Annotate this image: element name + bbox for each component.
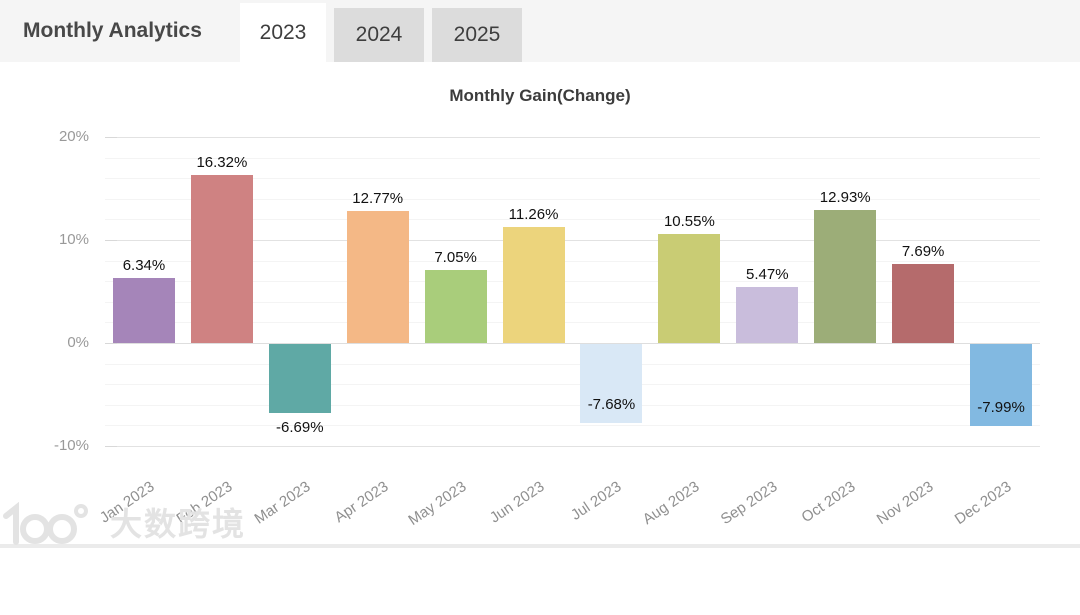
tab-2025[interactable]: 2025: [432, 8, 522, 62]
bar-jul-2023: [580, 344, 643, 424]
bar-aug-2023: [658, 234, 721, 343]
minor-gridline: [105, 301, 1040, 303]
minor-gridline: [105, 363, 1040, 365]
bar-value-label: 5.47%: [746, 265, 789, 283]
bar-value-label: 7.05%: [434, 249, 477, 267]
bar-jun-2023: [502, 227, 565, 343]
analytics-widget: Monthly Analytics 2023 2024 2025 Monthly G…: [0, 0, 1080, 548]
bar-jan-2023: [112, 277, 175, 343]
bar-oct-2023: [814, 209, 877, 343]
bar-mar-2023: [268, 344, 331, 413]
bar-sep-2023: [736, 286, 799, 343]
bar-value-label: 11.26%: [508, 206, 559, 224]
bar-value-label: 10.55%: [663, 213, 715, 231]
minor-gridline: [105, 425, 1040, 427]
y-axis-tick: [105, 137, 117, 138]
minor-gridline: [105, 198, 1040, 200]
minor-gridline: [105, 322, 1040, 324]
y-axis-tick: [105, 343, 117, 344]
bar-value-label: 6.34%: [122, 256, 166, 274]
y-axis-label: 10%: [58, 231, 89, 248]
tab-2024[interactable]: 2024: [334, 8, 424, 62]
year-tabs: 2023 2024 2025: [240, 0, 522, 62]
bar-apr-2023: [346, 211, 409, 343]
minor-gridline: [105, 157, 1040, 159]
y-axis-tick: [105, 446, 117, 447]
bar-value-label: -7.68%: [587, 396, 636, 414]
bar-value-label: -7.99%: [977, 399, 1025, 417]
bar-may-2023: [424, 270, 487, 343]
plot-area: 20% 10% 0% -10% 6.34% Jan 2023 16.32% Feb 2023-…: [54, 125, 1040, 529]
minor-gridline: [105, 404, 1040, 406]
y-axis-label: 20%: [58, 128, 89, 145]
bottom-border: [0, 544, 1080, 548]
page-title: Monthly Analytics: [23, 19, 202, 42]
minor-gridline: [105, 219, 1040, 221]
bar-value-label: 16.32%: [196, 153, 248, 171]
bar-nov-2023: [892, 263, 955, 343]
bar-value-label: 7.69%: [901, 242, 945, 260]
chart-title: Monthly Gain(Change): [449, 86, 631, 105]
major-gridline: [105, 137, 1040, 138]
minor-gridline: [105, 384, 1040, 386]
y-axis-label: -10%: [53, 437, 89, 454]
bar-value-label: -6.69%: [276, 418, 324, 436]
bar-value-label: 12.93%: [819, 188, 871, 206]
major-gridline: [105, 446, 1040, 447]
bar-value-label: 12.77%: [352, 190, 404, 208]
major-gridline: [105, 343, 1040, 344]
bar-feb-2023: [190, 174, 253, 343]
bar-dec-2023: [970, 344, 1033, 427]
tab-2023[interactable]: 2023: [240, 3, 326, 62]
y-axis-label: 0%: [67, 334, 89, 351]
major-gridline: [105, 240, 1040, 241]
y-axis-tick: [105, 240, 117, 241]
minor-gridline: [105, 281, 1040, 283]
minor-gridline: [105, 178, 1040, 180]
widget-header: Monthly Analytics 2023 2024 2025: [0, 0, 1080, 62]
minor-gridline: [105, 260, 1040, 262]
